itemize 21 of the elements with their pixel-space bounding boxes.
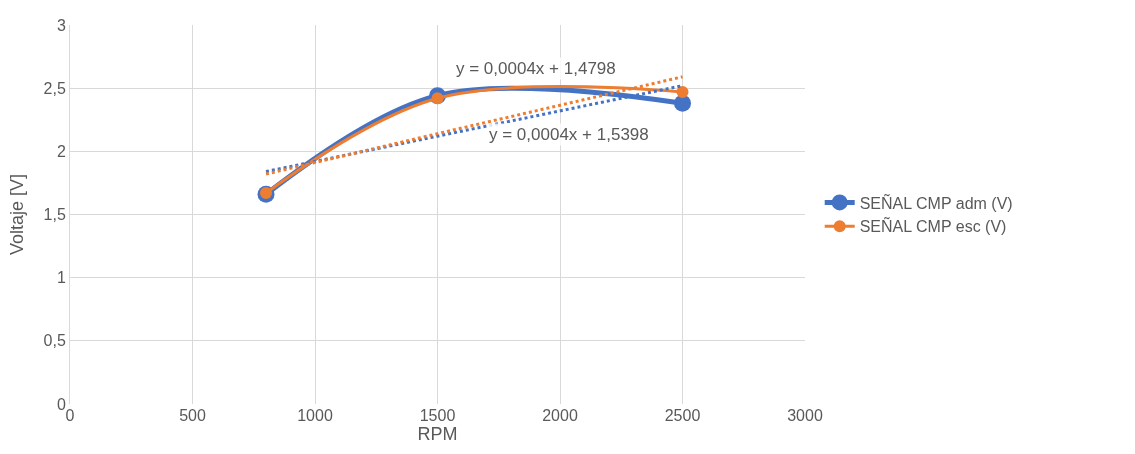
y-axis-title: Voltaje [V] [6,173,27,256]
annotation: y = 0,0004x + 1,5398 [489,125,649,144]
y-tick-label: 0 [56,395,66,413]
x-tick-label: 3000 [787,407,823,424]
x-tick-label: 1500 [419,407,456,424]
y-tick-label: 0,5 [43,332,66,350]
x-tick-label: 2500 [664,407,701,424]
x-tick-label: 2000 [542,407,578,424]
point [676,85,689,98]
y-tick-label: 1,5 [43,206,66,224]
point [674,94,691,112]
y-tick-label: 2 [56,142,66,160]
legend-label: SEÑAL CMP adm (V) [859,192,1013,212]
x-tick-label: 500 [179,407,206,424]
legend-label: SEÑAL CMP esc (V) [859,216,1007,236]
x-axis-title: RPM [417,424,458,444]
x-tick-label: 1000 [297,407,333,424]
y-tick-label: 3 [56,16,66,34]
annotation: y = 0,0004x + 1,4798 [456,59,616,78]
y-tick-label: 1 [56,269,66,287]
y-tick-label: 2,5 [43,79,66,97]
